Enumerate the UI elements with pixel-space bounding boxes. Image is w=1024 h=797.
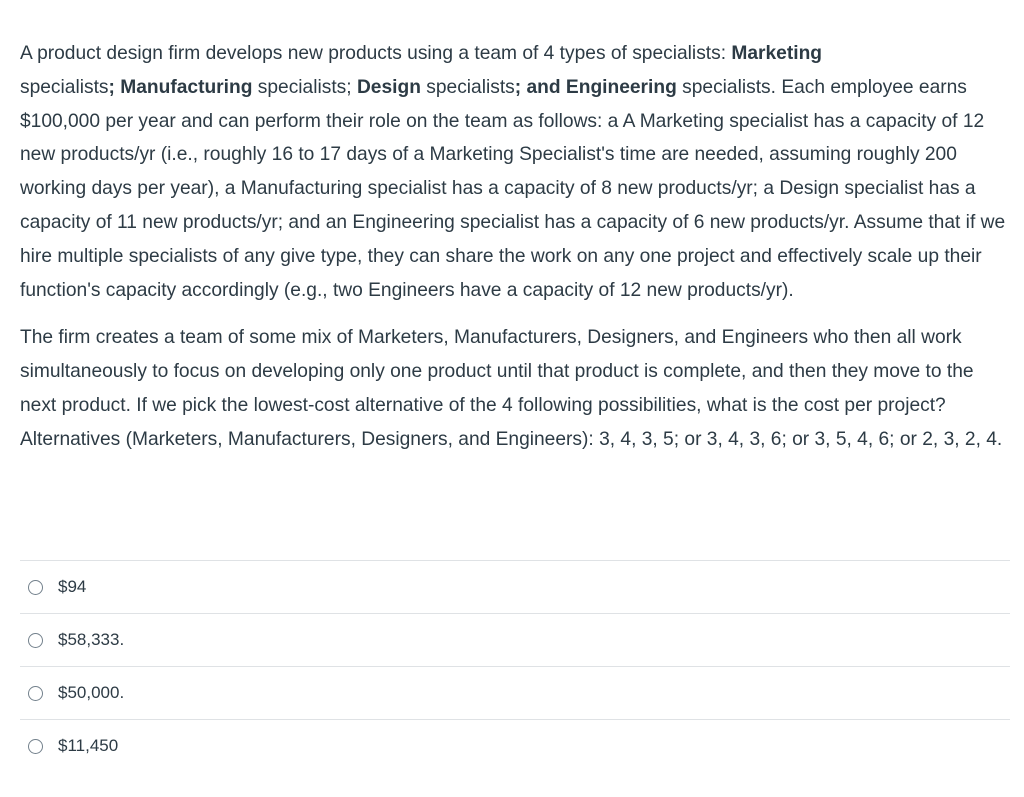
text-segment: specialists <box>20 76 109 98</box>
bold-segment: ; and Engineering <box>514 76 677 98</box>
answer-label[interactable]: $50,000. <box>58 683 125 702</box>
text-segment: specialists <box>420 76 515 98</box>
answer-option[interactable]: $11,450 <box>20 719 1010 772</box>
radio-button-icon[interactable] <box>28 738 43 754</box>
radio-button-icon[interactable] <box>28 632 43 648</box>
question-paragraph-1: A product design firm develops new produ… <box>20 37 1012 307</box>
text-segment: specialists; <box>252 76 357 98</box>
question-text: A product design firm develops new produ… <box>20 37 1012 471</box>
question-paragraph-2: The firm creates a team of some mix of M… <box>20 327 1003 450</box>
answer-option[interactable]: $58,333. <box>20 613 1010 666</box>
radio-button-icon[interactable] <box>28 579 43 595</box>
answer-option[interactable]: $50,000. <box>20 666 1010 719</box>
text-segment: specialists. Each employee earns $100,00… <box>20 76 1006 301</box>
radio-button-icon[interactable] <box>28 685 43 701</box>
text-segment: A product design firm develops new produ… <box>20 43 732 64</box>
answer-label[interactable]: $58,333. <box>58 630 125 649</box>
bold-segment: ; Manufacturing <box>108 76 253 98</box>
bold-segment: Marketing <box>731 43 823 64</box>
answer-list: $94 $58,333. $50,000. $11,450 <box>20 560 1010 772</box>
answer-label[interactable]: $94 <box>58 577 87 596</box>
answer-label[interactable]: $11,450 <box>58 736 119 755</box>
answer-option[interactable]: $94 <box>20 560 1010 613</box>
bold-segment: Design <box>356 76 421 98</box>
